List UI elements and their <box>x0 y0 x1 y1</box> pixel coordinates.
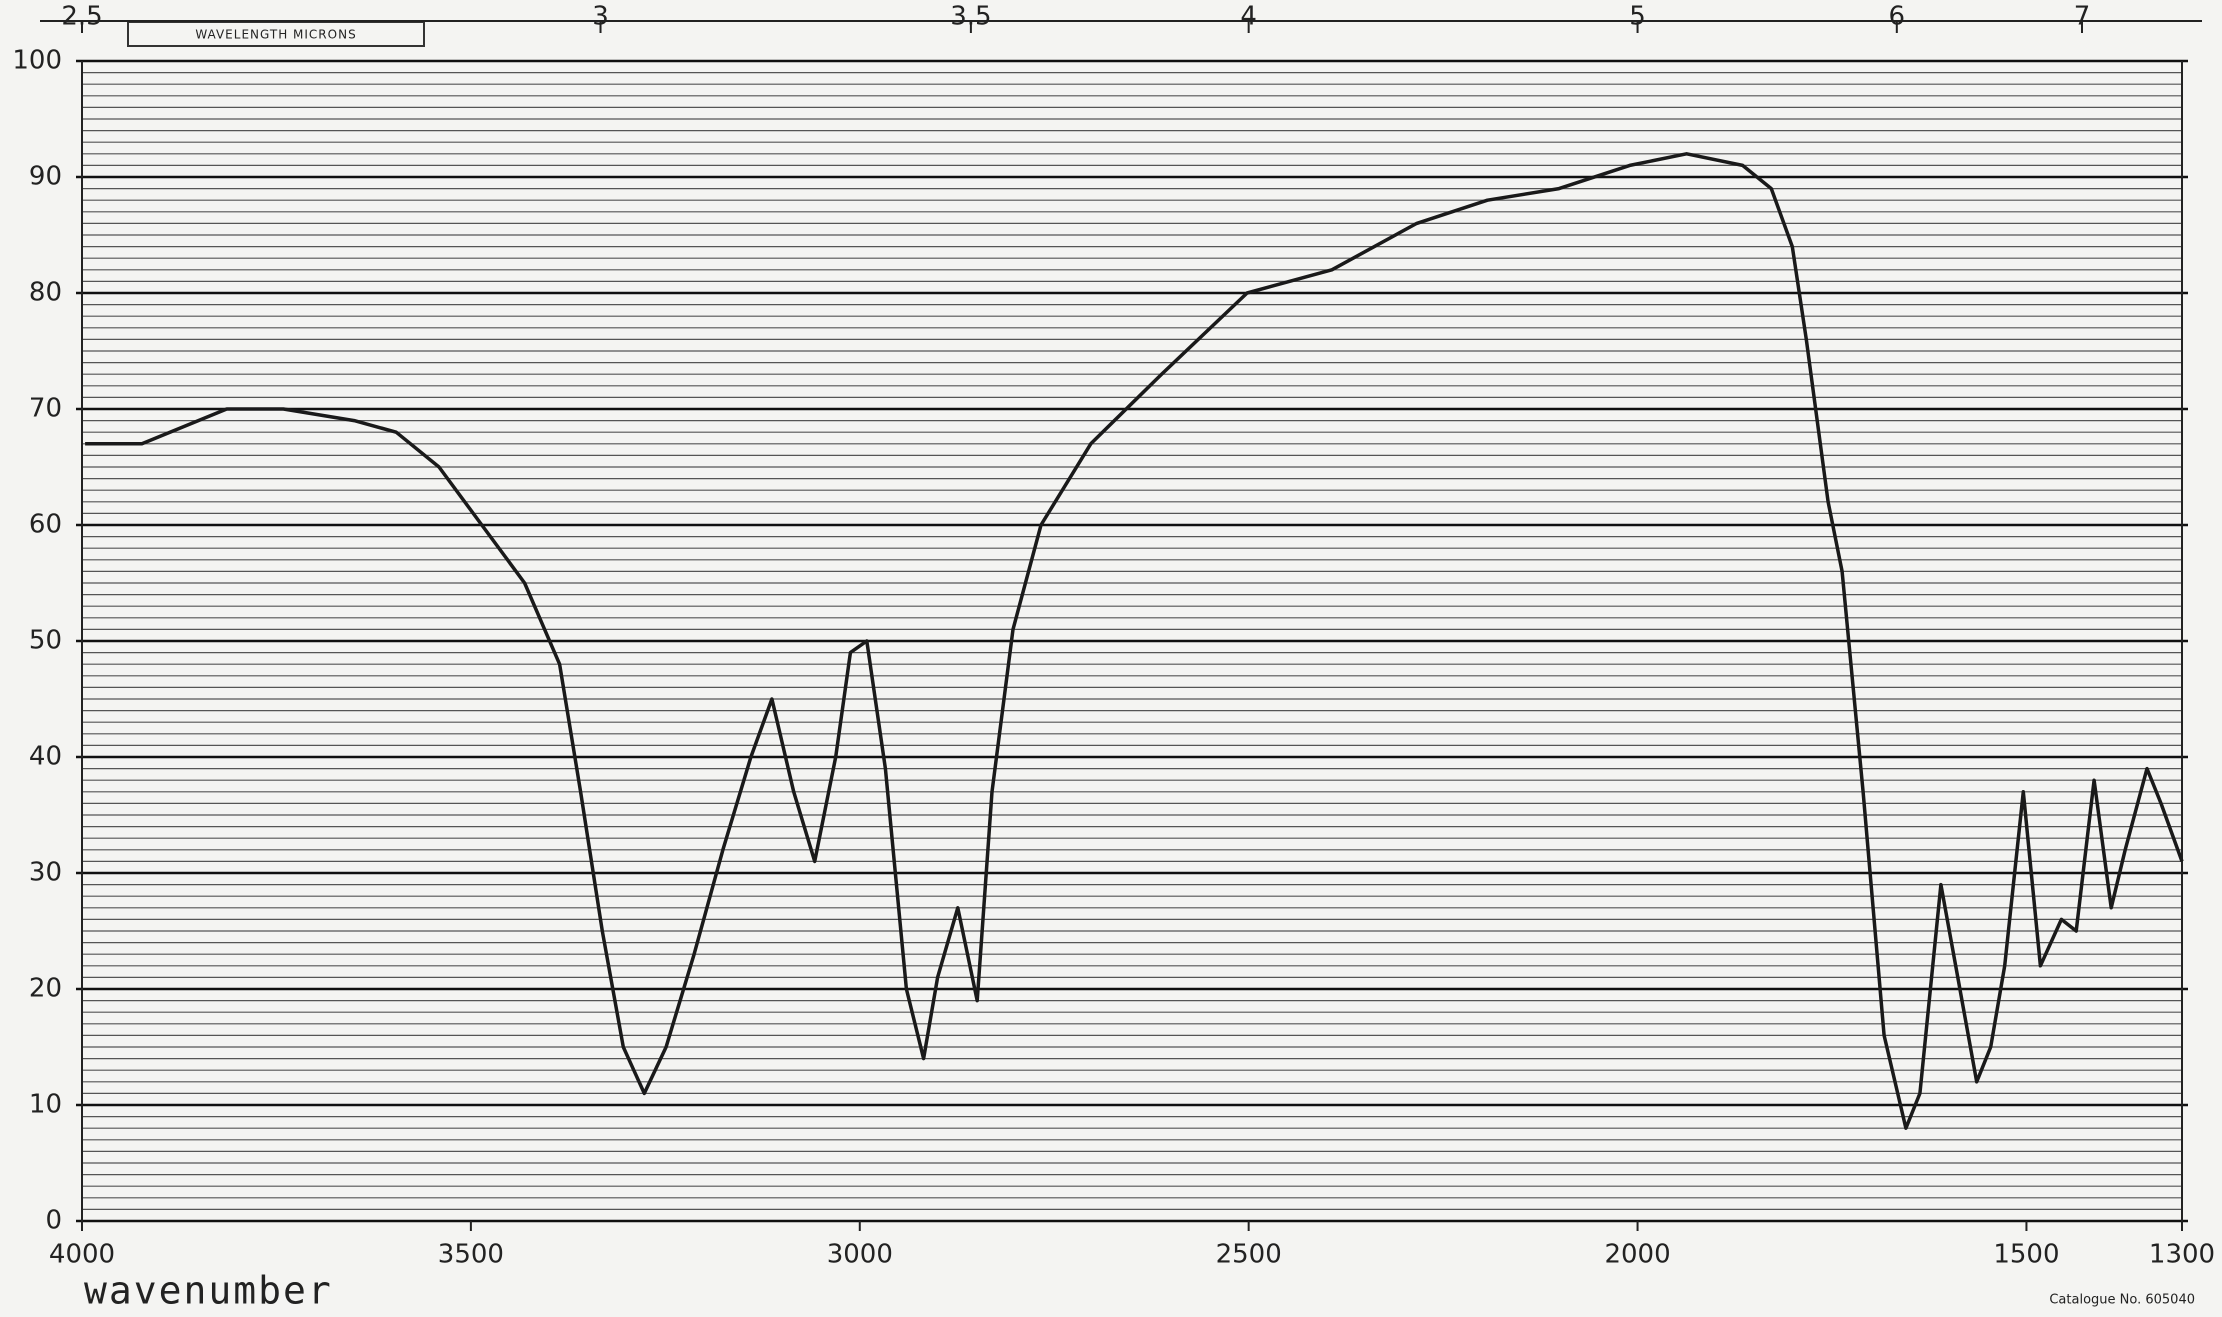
y-tick-label: 100 <box>12 46 62 76</box>
x-tick-label: 2500 <box>1216 1240 1282 1270</box>
x-tick-label: 3500 <box>438 1240 504 1270</box>
y-tick-label: 80 <box>29 278 62 308</box>
x2-tick-label: 3.5 <box>950 2 991 32</box>
y-tick-label: 20 <box>29 974 62 1004</box>
x-tick-label: 2000 <box>1604 1240 1670 1270</box>
x-tick-label: 4000 <box>49 1240 115 1270</box>
x2-tick-label: 7 <box>2074 2 2091 32</box>
y-tick-label: 0 <box>45 1206 62 1236</box>
y-tick-label: 90 <box>29 162 62 192</box>
footnote: Catalogue No. 605040 <box>2049 1293 2195 1308</box>
x-tick-label: 1300 <box>2149 1240 2215 1270</box>
y-tick-label: 40 <box>29 742 62 772</box>
y-tick-label: 70 <box>29 394 62 424</box>
y-tick-label: 30 <box>29 858 62 888</box>
y-tick-label: 50 <box>29 626 62 656</box>
x2-axis-label: WAVELENGTH MICRONS <box>195 28 356 42</box>
x2-tick-label: 5 <box>1629 2 1646 32</box>
x2-tick-label: 6 <box>1889 2 1906 32</box>
x2-tick-label: 3 <box>592 2 609 32</box>
x-tick-label: 3000 <box>827 1240 893 1270</box>
y-tick-label: 10 <box>29 1090 62 1120</box>
x2-tick-label: 4 <box>1240 2 1257 32</box>
spectrum-line <box>85 152 2184 1130</box>
x2-tick-label: 2.5 <box>61 2 102 32</box>
x-tick-label: 1500 <box>1993 1240 2059 1270</box>
y-tick-label: 60 <box>29 510 62 540</box>
x-axis-label: wavenumber <box>84 1269 333 1313</box>
